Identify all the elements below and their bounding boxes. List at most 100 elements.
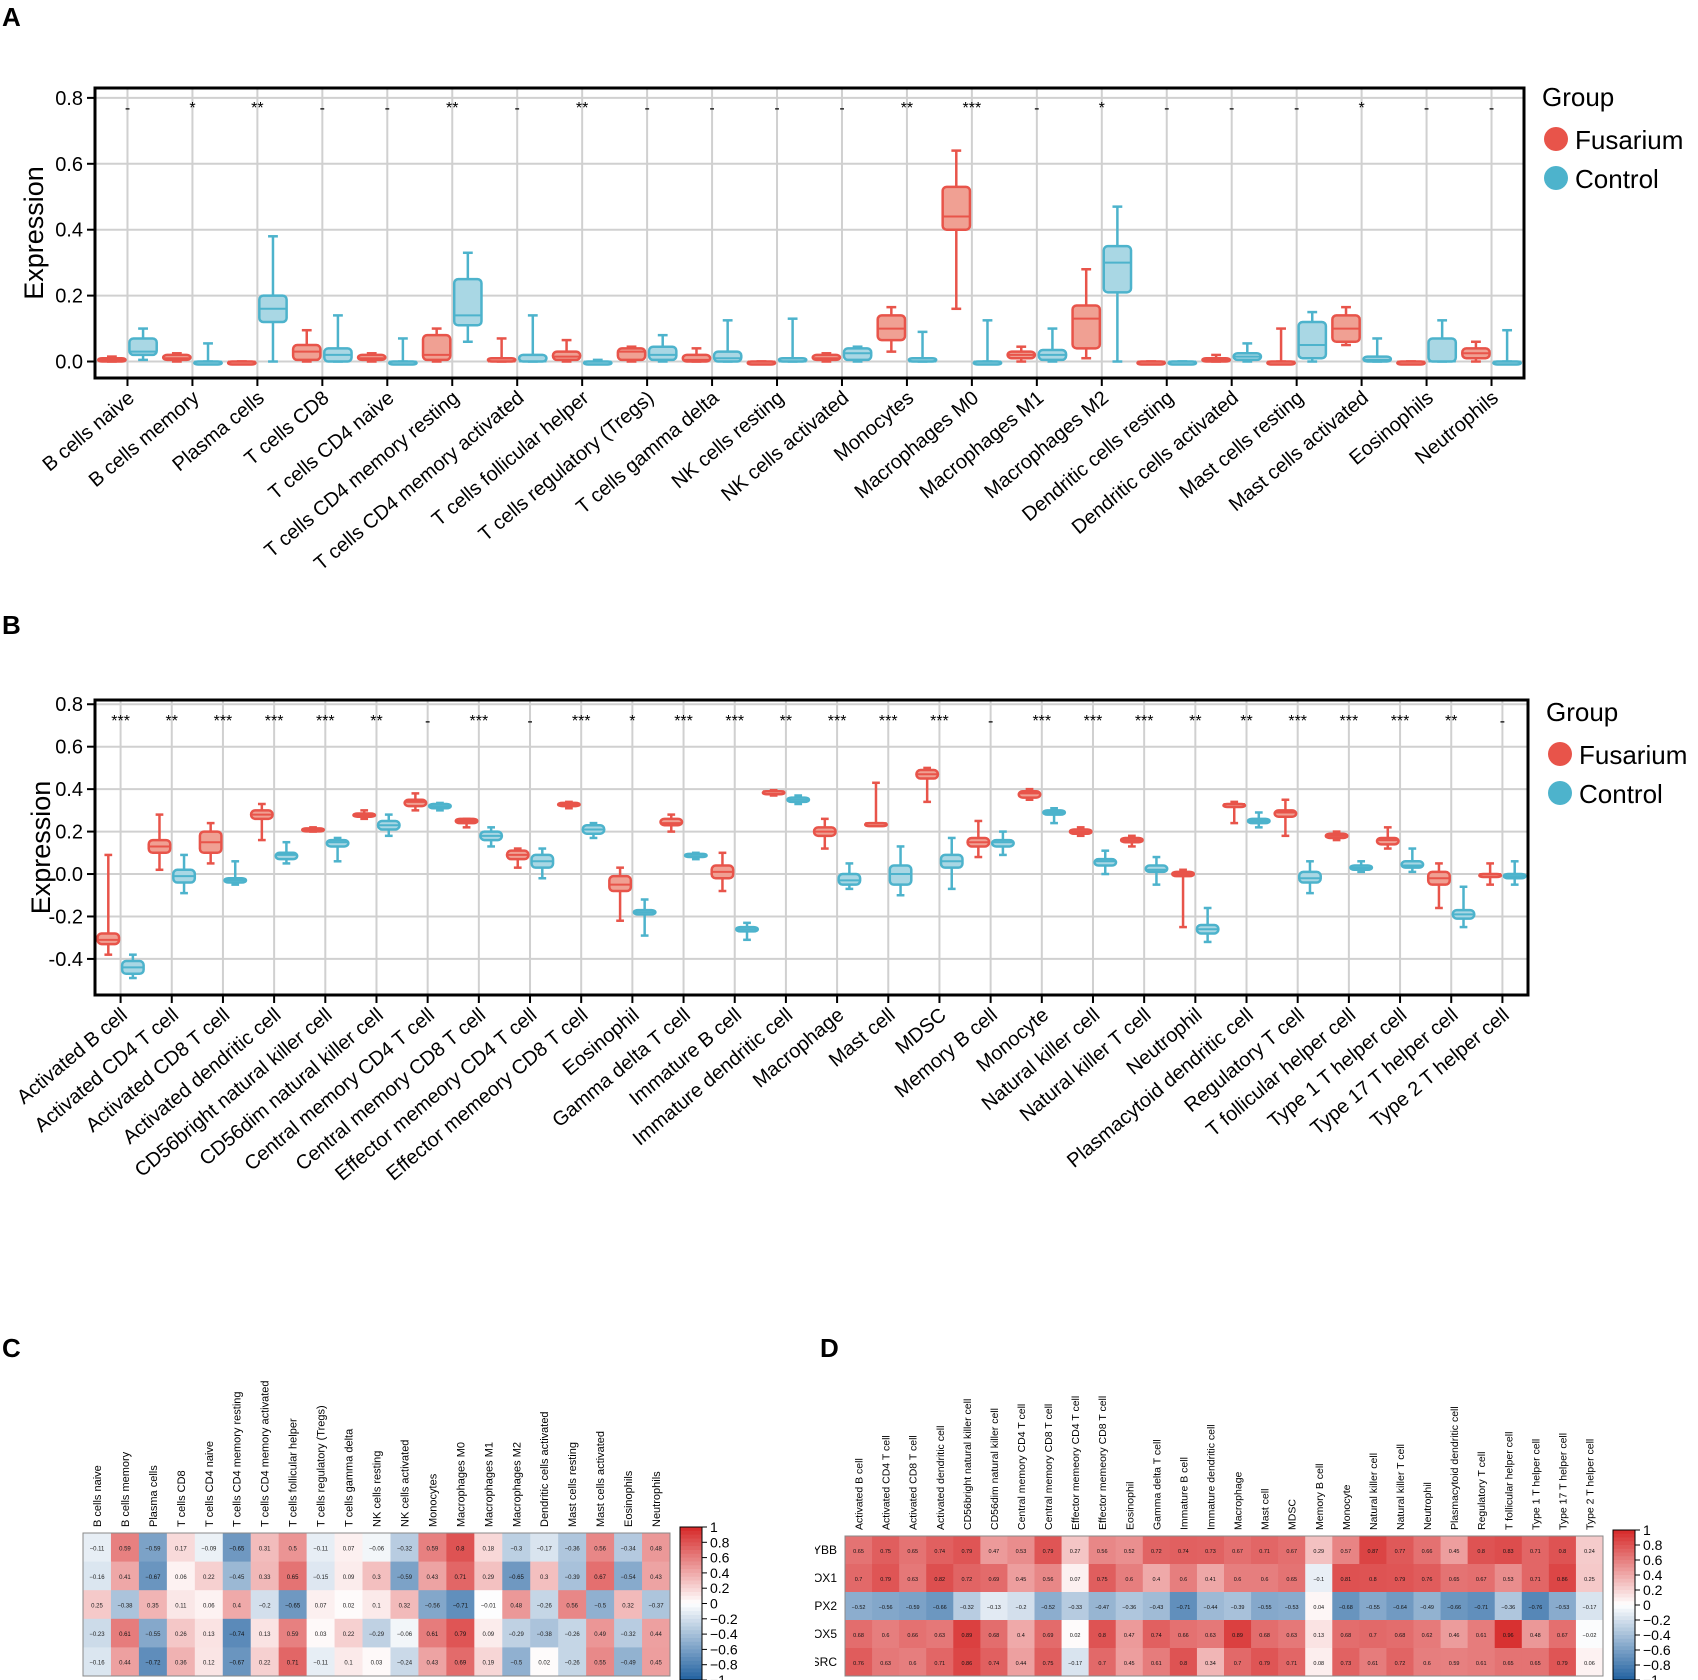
cell-value: −0.53 (1285, 1605, 1299, 1611)
heatmap-cell (558, 1533, 587, 1563)
cell-value: −0.68 (1339, 1605, 1353, 1611)
heatmap-cell (446, 1561, 475, 1591)
colorbar-segment (680, 1622, 702, 1628)
panel-b-label: B (2, 610, 21, 640)
cell-value: 0.68 (1259, 1633, 1270, 1639)
cell-value: 0.69 (989, 1577, 1000, 1583)
column-label: Immature B cell (1178, 1457, 1190, 1530)
heatmap-cell (110, 1647, 140, 1677)
heatmap-cell (614, 1618, 643, 1648)
cell-value: 0.33 (259, 1575, 271, 1581)
colorbar-segment (680, 1618, 702, 1624)
column-label: Memory B cell (1314, 1463, 1326, 1530)
cell-value: 0.41 (1205, 1577, 1216, 1583)
cell-value: −0.66 (933, 1605, 947, 1611)
heatmap-cell (926, 1620, 954, 1649)
heatmap-cell (872, 1620, 900, 1649)
plot-frame (93, 86, 1526, 380)
cell-value: 0.67 (1476, 1577, 1487, 1583)
column-label: T follicular helper cell (1503, 1432, 1515, 1530)
cell-value: 0.79 (455, 1632, 467, 1638)
significance-label: - (709, 100, 714, 117)
colorbar-segment (680, 1580, 702, 1585)
legend-fusarium-label: Fusarium (1575, 125, 1683, 155)
column-label: CD56bright natural killer cell (962, 1399, 974, 1530)
heatmap-cell (446, 1533, 475, 1563)
heatmap-cell (1548, 1592, 1577, 1621)
legend-fusarium-swatch (1544, 127, 1568, 151)
cell-value: 0.89 (1232, 1633, 1243, 1639)
heatmap-cell (1007, 1536, 1035, 1565)
cell-value: 0.02 (343, 1604, 355, 1610)
column-label: Regulatory T cell (1476, 1452, 1488, 1530)
colorbar-segment (680, 1607, 702, 1612)
heatmap-cell (83, 1533, 112, 1563)
significance-label: *** (572, 713, 591, 730)
cell-value: −0.56 (425, 1604, 441, 1610)
heatmap-cell (1386, 1564, 1414, 1593)
cell-value: −0.74 (229, 1632, 245, 1638)
heatmap-cell (872, 1536, 900, 1565)
cell-value: 0.74 (1151, 1633, 1162, 1639)
heatmap-cell (1332, 1620, 1360, 1649)
heatmap-cell (1278, 1648, 1306, 1677)
heatmap-cell (1575, 1620, 1604, 1649)
cell-value: −0.13 (987, 1605, 1001, 1611)
colorbar-segment (1613, 1668, 1635, 1674)
significance-label: *** (316, 713, 335, 730)
heatmap-cell (418, 1590, 447, 1620)
column-label: Activated B cell (854, 1458, 866, 1530)
cell-value: 0.52 (1124, 1549, 1135, 1555)
significance-label: *** (1340, 713, 1359, 730)
heatmap-cell (558, 1647, 587, 1677)
cell-value: 0.26 (175, 1632, 187, 1638)
heatmap-cell (1548, 1536, 1577, 1565)
colorbar-segment (1613, 1623, 1635, 1629)
column-label: T cells CD4 naive (204, 1441, 216, 1527)
cell-value: 0.22 (259, 1661, 271, 1667)
cell-value: 0.07 (1070, 1577, 1081, 1583)
colorbar-segment (1613, 1616, 1635, 1621)
heatmap-cell (980, 1592, 1008, 1621)
significance-label: - (320, 100, 325, 117)
colorbar-segment (680, 1630, 702, 1635)
control-box (712, 350, 743, 363)
heatmap-cell (1088, 1536, 1117, 1565)
significance-label: - (774, 100, 779, 117)
cell-value: 0.48 (1530, 1633, 1541, 1639)
colorbar-segment (1613, 1653, 1635, 1659)
heatmap-cell (166, 1561, 196, 1591)
heatmap-cell (980, 1648, 1008, 1677)
y-tick-label: -0.2 (49, 906, 83, 928)
column-label: Mast cells resting (567, 1442, 579, 1527)
cell-value: −0.26 (537, 1604, 553, 1610)
cell-value: 0.6 (909, 1661, 917, 1667)
colorbar-segment (680, 1676, 702, 1680)
colorbar-segment (680, 1561, 702, 1566)
colorbar-segment (1613, 1575, 1635, 1580)
y-axis-label: Expression (19, 166, 49, 300)
heatmap-cell (1142, 1592, 1171, 1621)
cell-value: 0.69 (455, 1661, 467, 1667)
heatmap-cell (334, 1590, 364, 1620)
colorbar-segment (1613, 1590, 1635, 1595)
colorbar-segment (1613, 1530, 1635, 1535)
colorbar-segment (680, 1641, 702, 1647)
heatmap-cell (1088, 1564, 1117, 1593)
column-label: Type 1 T helper cell (1530, 1439, 1542, 1530)
colorbar-segment (1613, 1552, 1635, 1557)
heatmap-cell (138, 1533, 168, 1563)
cell-value: 0.43 (427, 1575, 439, 1581)
cell-value: −0.49 (1420, 1605, 1434, 1611)
cell-value: 0.76 (853, 1661, 864, 1667)
heatmap-cell (1034, 1536, 1063, 1565)
colorbar-segment (680, 1588, 702, 1593)
cell-value: 0.46 (1449, 1633, 1460, 1639)
cell-value: −0.39 (1231, 1605, 1245, 1611)
cell-value: −0.67 (145, 1575, 161, 1581)
cell-value: 0.6 (1423, 1661, 1431, 1667)
colorbar-segment (680, 1572, 702, 1578)
colorbar-segment (680, 1634, 702, 1639)
heatmap-cell (502, 1647, 531, 1677)
colorbar-segment (1613, 1676, 1635, 1680)
